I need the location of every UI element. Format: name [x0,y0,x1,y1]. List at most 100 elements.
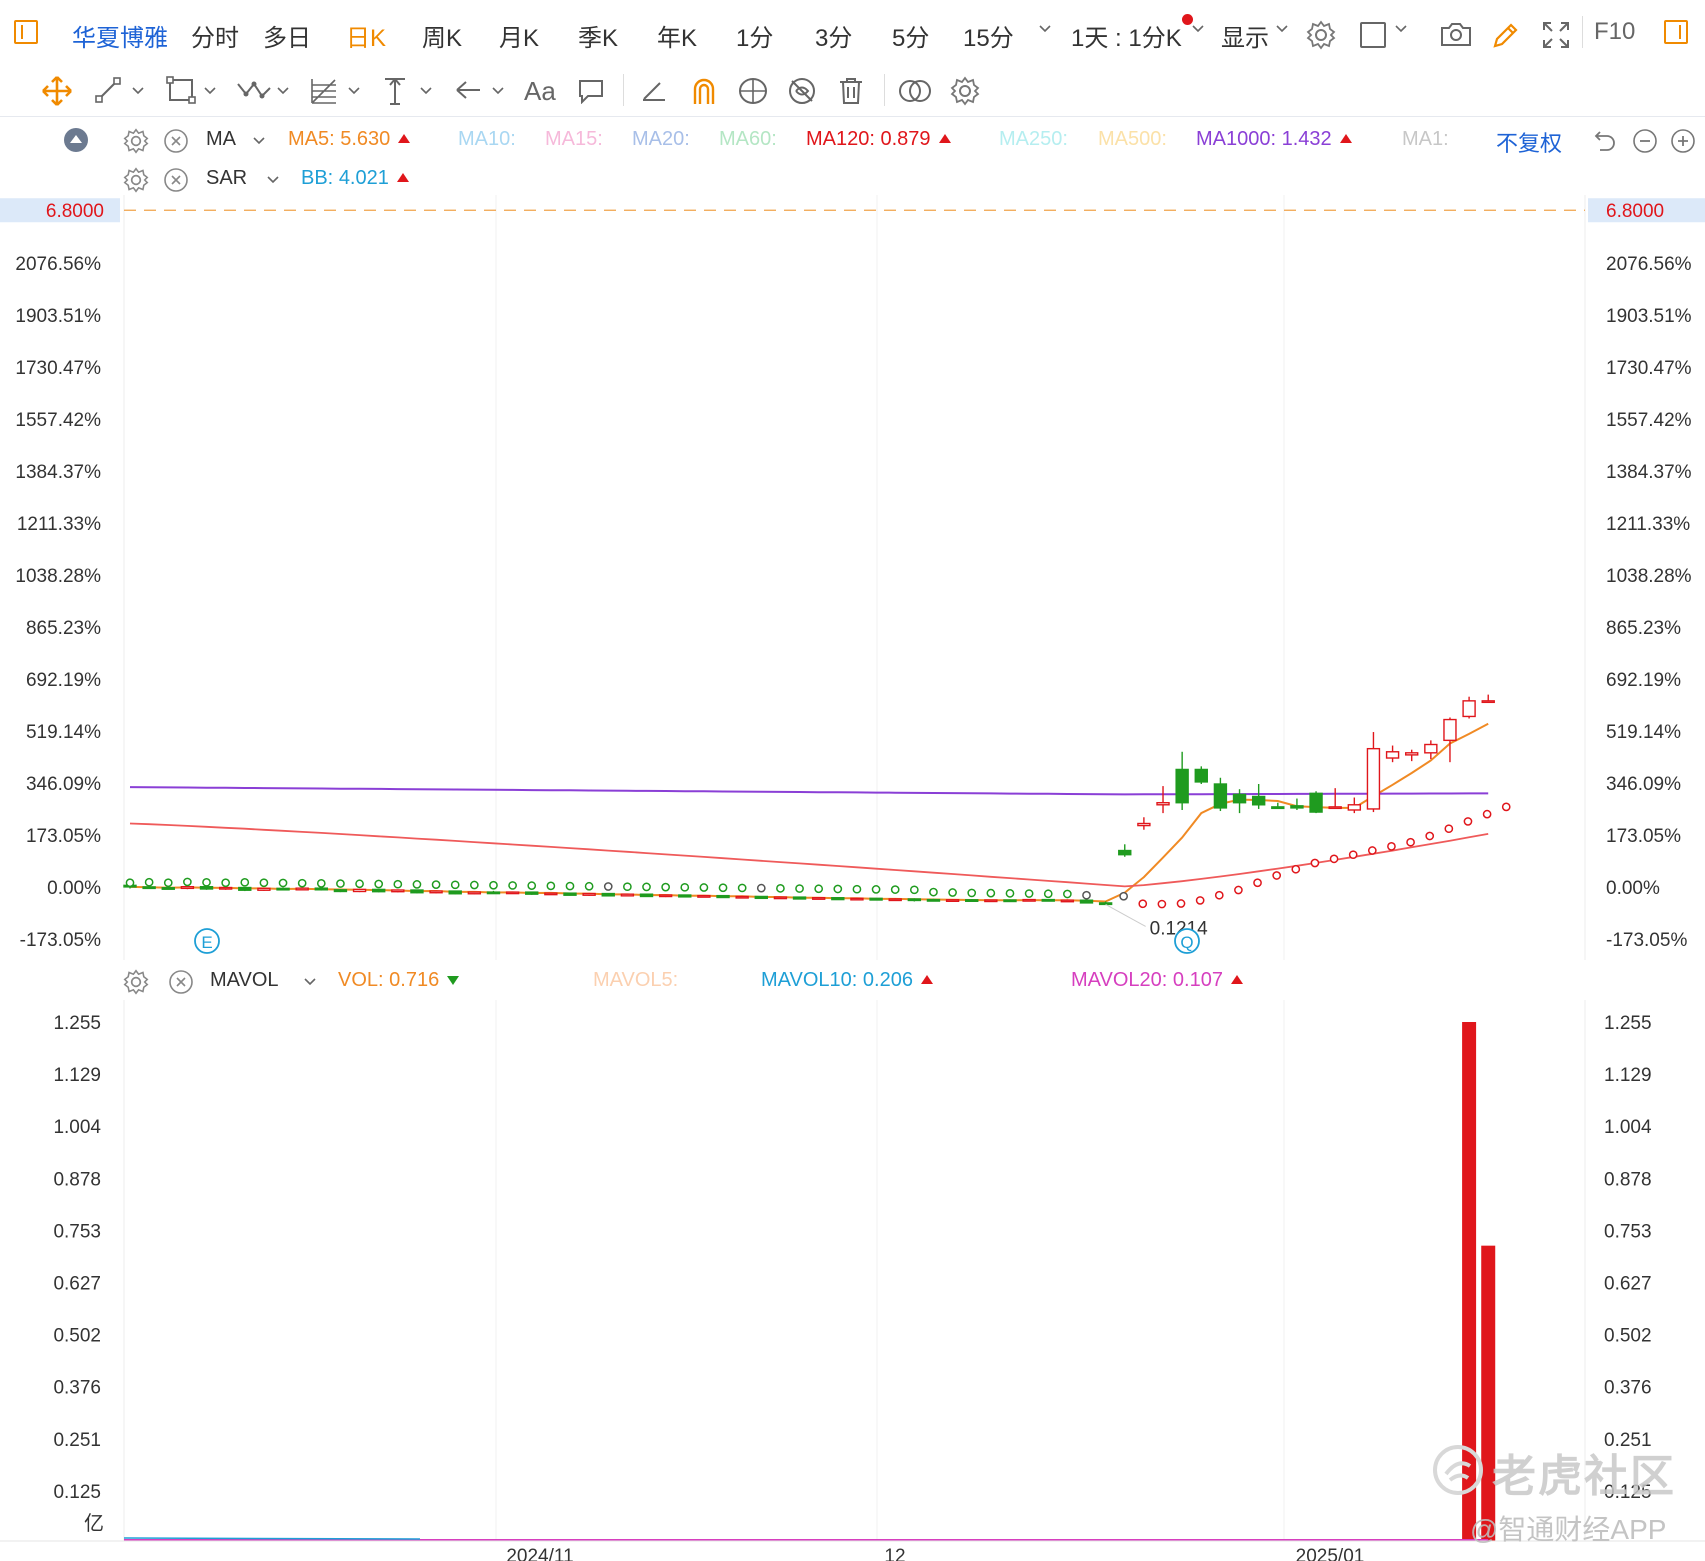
sar-dot [1406,837,1415,847]
ruler-icon[interactable] [640,76,668,104]
chevron-down-icon[interactable] [266,173,280,187]
chevron-down-icon[interactable] [1394,22,1408,36]
volume-chart[interactable]: 1.255 1.129 1.004 0.878 0.753 0.627 0.502 0.376… [0,1000,1705,1561]
lock-drawings-icon[interactable] [737,76,769,106]
chevron-down-icon[interactable] [491,84,505,98]
price-tick-label: 1211.33% [1606,514,1690,535]
indicator-close-icon[interactable] [168,969,194,995]
indicator-name-sar[interactable]: SAR [206,167,248,189]
move-cross-icon[interactable] [40,74,74,108]
price-tick-label: 2076.56% [15,254,101,275]
tab-period-5min[interactable]: 5分 [892,25,930,52]
collapse-up-icon[interactable] [63,127,89,153]
candle-body [391,889,405,893]
sar-dot [909,885,919,895]
chevron-down-icon[interactable] [203,84,217,98]
sar-dot [393,879,403,889]
chevron-down-icon[interactable] [1038,22,1052,36]
candle-body [1481,700,1495,704]
tab-period-intraday[interactable]: 分时 [191,25,239,52]
price-tick-label: 1903.51% [1606,306,1692,327]
text-tool-button[interactable]: Aa [524,76,556,106]
price-tick-label: 1903.51% [15,306,101,327]
display-menu[interactable]: 显示 [1221,25,1269,52]
tab-period-multiday[interactable]: 多日 [263,25,311,52]
sar-dot [1043,889,1053,899]
sar-dot [1482,809,1492,819]
tab-period-3min[interactable]: 3分 [815,25,853,52]
candle-body [888,898,902,902]
candle-body [1462,700,1476,718]
price-tick-label: 0.00% [47,878,101,899]
arrow-left-icon[interactable] [453,78,483,102]
comment-icon[interactable] [577,78,605,104]
wave-pattern-icon[interactable] [236,76,272,104]
chevron-down-icon[interactable] [1191,22,1205,36]
fibonacci-icon[interactable] [309,76,339,106]
right-panel-toggle-icon[interactable] [1664,20,1688,44]
indicator-name-ma[interactable]: MA [206,128,236,150]
chevron-down-icon[interactable] [347,84,361,98]
settings-gear-icon[interactable] [1306,20,1336,50]
tab-period-monthly[interactable]: 月K [499,25,540,52]
compare-icon[interactable] [898,78,932,104]
price-tick-label: 865.23% [1606,618,1681,639]
zoom-in-icon[interactable] [1670,128,1696,154]
tab-period-yearly[interactable]: 年K [657,25,698,52]
zoom-out-icon[interactable] [1632,128,1658,154]
ma250-legend: MA250: [999,128,1068,150]
tab-period-daily[interactable]: 日K [346,25,387,52]
indicator-close-icon[interactable] [163,167,189,193]
candlestick-chart[interactable]: 2249.61%2076.56%1903.51%1730.47%1557.42%… [0,195,1705,960]
pencil-icon[interactable] [1491,20,1521,50]
candle-body [1060,899,1075,903]
chevron-down-icon[interactable] [1275,22,1289,36]
vertical-line-icon[interactable] [381,76,409,106]
price-axis-left: 2249.61%2076.56%1903.51%1730.47%1557.42%… [0,198,120,951]
sar-dot [202,877,211,887]
sar-dot [240,877,250,887]
indicator-settings-gear-icon[interactable] [123,167,149,193]
ma500-legend: MA500: [1098,128,1167,150]
indicator-settings-gear-icon[interactable] [123,128,149,154]
magnet-icon[interactable] [690,76,718,106]
sar-dot [278,878,288,888]
indicator-close-icon[interactable] [163,128,189,154]
chevron-down-icon[interactable] [276,84,290,98]
undo-icon[interactable] [1592,128,1618,154]
panel-toggle-icon[interactable] [14,20,38,44]
tab-period-quarterly[interactable]: 季K [578,25,619,52]
sar-dot [1024,889,1034,898]
rectangle-tool-icon[interactable] [166,76,196,104]
candle-body [218,886,233,890]
delete-trash-icon[interactable] [838,76,864,106]
f10-button[interactable]: F10 [1594,18,1636,45]
drawing-settings-gear-icon[interactable] [950,76,980,106]
tab-period-weekly[interactable]: 周K [422,25,463,52]
candle-body [1347,804,1362,811]
interval-selector[interactable]: 1天 : 1分K [1071,25,1182,52]
candle-body [505,891,520,895]
indicator-settings-gear-icon[interactable] [123,969,149,995]
hide-drawings-icon[interactable] [787,76,817,106]
stock-name[interactable]: 华夏博雅 [72,25,168,52]
chevron-down-icon[interactable] [303,975,317,989]
tab-period-1min[interactable]: 1分 [736,25,774,52]
chevron-down-icon[interactable] [419,84,433,98]
chevron-down-icon[interactable] [131,84,145,98]
candle-body [1022,898,1036,902]
fullscreen-icon[interactable] [1541,20,1571,50]
chevron-down-icon[interactable] [252,134,266,148]
volume-tick-label: 0.376 [53,1378,101,1399]
trend-line-icon[interactable] [94,76,122,104]
tab-period-15min[interactable]: 15分 [963,25,1014,52]
candle-body [238,886,252,891]
candle-body [984,899,998,903]
indicator-name-mavol[interactable]: MAVOL [210,969,279,991]
price-tick-label: 519.14% [26,722,101,743]
camera-icon[interactable] [1439,20,1473,48]
volume-unit-label: 亿 [84,1512,104,1535]
adjust-mode-button[interactable]: 不复权 [1496,131,1563,156]
layout-square-icon[interactable] [1360,22,1386,48]
sar-dot [948,888,957,897]
